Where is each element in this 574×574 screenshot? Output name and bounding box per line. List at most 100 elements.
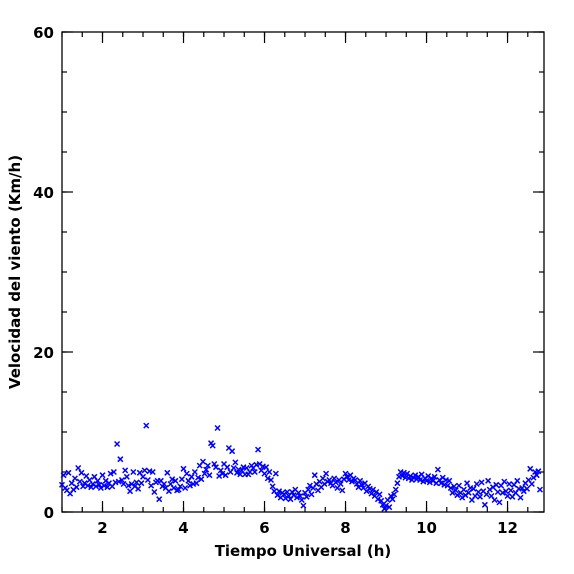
data-point (264, 475, 271, 482)
data-point (164, 469, 171, 476)
data-point (198, 476, 205, 483)
data-point (172, 477, 179, 484)
data-point (507, 487, 514, 494)
data-point (233, 469, 241, 476)
data-point (219, 470, 226, 477)
data-point (533, 472, 540, 479)
data-point (501, 478, 508, 485)
data-point (115, 478, 122, 485)
data-point (528, 480, 535, 488)
data-point (118, 476, 125, 484)
x-tick-label: 10 (416, 519, 437, 537)
data-point (478, 479, 485, 486)
data-point (96, 481, 103, 488)
data-point (293, 494, 300, 501)
data-point (151, 488, 158, 496)
y-tick-label: 60 (33, 24, 54, 42)
data-point (514, 477, 521, 484)
y-tick-label: 20 (33, 344, 54, 362)
data-point (165, 488, 172, 495)
data-point (230, 464, 237, 472)
data-point (78, 469, 85, 476)
data-point (161, 480, 168, 488)
data-point (266, 468, 273, 476)
data-point (451, 483, 458, 490)
data-point (298, 496, 305, 504)
data-point (496, 499, 503, 506)
data-point (183, 470, 190, 477)
data-point (386, 504, 393, 511)
data-point (455, 482, 462, 489)
data-point (352, 476, 359, 484)
data-point (175, 486, 182, 493)
data-point (143, 422, 150, 429)
data-point (169, 476, 176, 483)
data-point (177, 483, 184, 490)
data-point (149, 468, 156, 476)
data-point (80, 483, 87, 490)
data-point (383, 502, 390, 509)
data-point (120, 480, 127, 488)
data-point (358, 481, 365, 488)
data-point (276, 488, 283, 495)
data-point (60, 472, 67, 479)
data-point (75, 464, 82, 472)
data-point (412, 472, 419, 479)
data-point (224, 464, 231, 471)
data-point (203, 466, 210, 473)
data-point (114, 440, 121, 448)
data-point (76, 478, 83, 485)
y-tick-label: 40 (33, 184, 54, 202)
data-point (138, 480, 145, 487)
data-point (517, 494, 524, 501)
data-point (182, 484, 189, 492)
data-point (491, 496, 498, 504)
data-point (483, 491, 490, 498)
data-point (374, 496, 381, 503)
data-point (84, 482, 91, 489)
data-point (130, 468, 137, 476)
data-point (263, 464, 270, 471)
x-tick-label: 2 (97, 519, 107, 537)
data-point (399, 472, 406, 480)
data-point (123, 473, 130, 480)
data-point (378, 497, 385, 504)
data-point (475, 488, 482, 496)
data-point (470, 485, 477, 492)
data-point (209, 442, 216, 449)
data-point (232, 459, 239, 466)
data-point (464, 480, 471, 487)
data-point (229, 448, 236, 455)
data-point (323, 470, 330, 477)
x-tick-label: 4 (178, 519, 188, 537)
data-point (195, 474, 202, 481)
data-point (133, 479, 140, 486)
data-point (222, 472, 229, 479)
data-point (99, 472, 106, 479)
data-point (389, 496, 396, 503)
data-point (339, 487, 346, 494)
data-point (473, 480, 480, 488)
data-point (139, 473, 147, 480)
data-point (303, 493, 310, 500)
data-point (337, 480, 344, 488)
data-point (319, 475, 326, 482)
y-axis-title: Velocidad del viento (Km/h) (6, 155, 24, 389)
x-tick-label: 6 (259, 519, 269, 537)
data-point (311, 472, 318, 479)
data-point (499, 489, 506, 496)
x-axis-title: Tiempo Universal (h) (215, 542, 392, 560)
data-point (326, 476, 333, 484)
data-point (148, 482, 155, 489)
data-point (394, 480, 401, 487)
data-point (68, 480, 75, 487)
data-point (502, 488, 509, 495)
data-point (431, 473, 438, 480)
data-point (65, 469, 72, 476)
axis-ticks (61, 31, 544, 513)
data-point (344, 473, 351, 480)
data-point (434, 466, 441, 473)
data-point (204, 462, 211, 469)
data-point (452, 487, 459, 494)
data-point (92, 483, 100, 490)
